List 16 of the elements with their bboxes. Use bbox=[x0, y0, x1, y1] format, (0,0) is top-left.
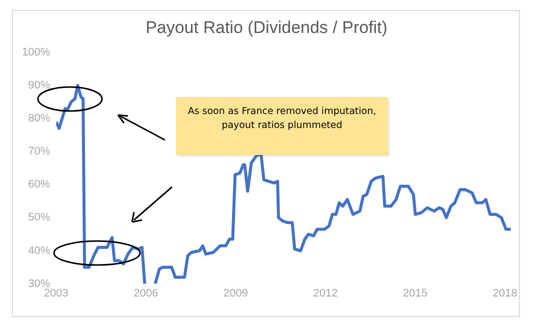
sticky-note: As soon as France removed imputation, payout ratios plummeted bbox=[176, 97, 388, 155]
x-tick-label: 2015 bbox=[403, 287, 428, 300]
x-tick-label: 2006 bbox=[134, 287, 158, 300]
y-tick-label: 80% bbox=[28, 112, 50, 125]
y-tick-label: 40% bbox=[28, 244, 50, 257]
y-tick-label: 90% bbox=[28, 79, 50, 92]
x-tick-label: 2009 bbox=[223, 287, 248, 300]
y-tick-label: 50% bbox=[28, 212, 50, 224]
x-tick-label: 2012 bbox=[313, 287, 338, 300]
x-tick-label: 2003 bbox=[44, 287, 68, 300]
y-tick-label: 70% bbox=[28, 146, 50, 158]
y-tick-label: 100% bbox=[22, 46, 50, 58]
x-tick-label: 2018 bbox=[492, 287, 518, 300]
y-tick-label: 30% bbox=[28, 278, 50, 290]
chart-title: Payout Ratio (Dividends / Profit) bbox=[146, 18, 388, 37]
y-tick-label: 60% bbox=[28, 178, 50, 191]
